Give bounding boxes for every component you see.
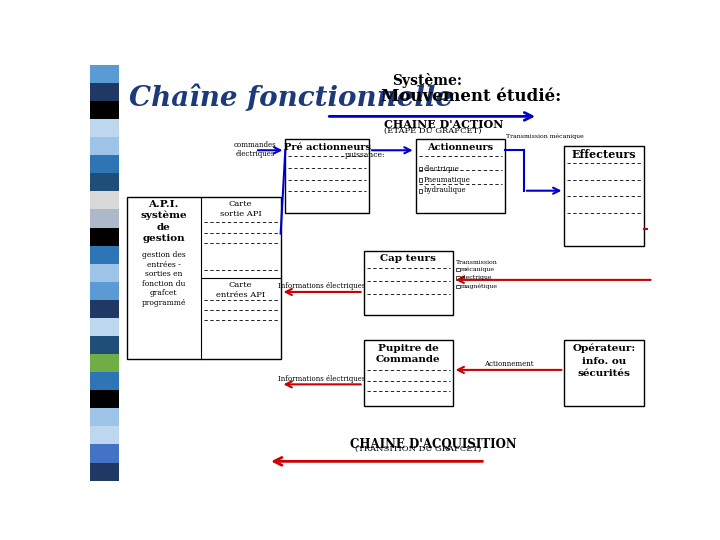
Text: électrique: électrique bbox=[424, 165, 460, 173]
Text: Actionnement: Actionnement bbox=[484, 360, 534, 368]
Text: (TRANSITION DU GRAFCET): (TRANSITION DU GRAFCET) bbox=[355, 445, 481, 453]
Bar bbox=[90, 155, 120, 173]
Text: gestion des
entrées -
sorties en
fonction du
grafcet
programmé: gestion des entrées - sorties en fonctio… bbox=[141, 251, 186, 307]
Bar bbox=[415, 139, 505, 213]
Text: Informations électriques: Informations électriques bbox=[279, 282, 366, 291]
Text: Transmission: Transmission bbox=[456, 260, 498, 266]
Text: puissance:: puissance: bbox=[345, 151, 385, 159]
Text: A.P.I.: A.P.I. bbox=[148, 200, 179, 210]
Bar bbox=[285, 139, 369, 213]
Text: système
de
gestion: système de gestion bbox=[140, 211, 187, 244]
Text: électrique: électrique bbox=[462, 275, 492, 280]
Text: (ETAPE DU GRAFCET): (ETAPE DU GRAFCET) bbox=[384, 126, 482, 134]
Text: magnétique: magnétique bbox=[462, 284, 498, 289]
Text: Opérateur:
info. ou
sécurités: Opérateur: info. ou sécurités bbox=[572, 343, 636, 378]
Bar bbox=[364, 340, 453, 406]
Bar bbox=[90, 463, 120, 481]
Text: Chaîne fonctionnelle: Chaîne fonctionnelle bbox=[129, 84, 453, 112]
Bar bbox=[418, 167, 423, 171]
Bar bbox=[564, 340, 644, 406]
Text: Actionneurs: Actionneurs bbox=[427, 143, 493, 152]
Bar bbox=[90, 300, 120, 318]
Text: Carte
sortie API: Carte sortie API bbox=[220, 200, 261, 218]
Text: Système:: Système: bbox=[392, 72, 462, 87]
Text: CHAINE D'ACTION: CHAINE D'ACTION bbox=[384, 119, 504, 131]
Bar bbox=[418, 178, 423, 182]
Text: mécanique: mécanique bbox=[462, 266, 495, 272]
Text: Mouvement étudié:: Mouvement étudié: bbox=[381, 88, 561, 105]
Text: Informations électriques: Informations électriques bbox=[279, 375, 366, 383]
Bar bbox=[90, 65, 120, 83]
Text: Carte
entrées API: Carte entrées API bbox=[216, 281, 266, 299]
Bar bbox=[90, 427, 120, 444]
Bar bbox=[90, 264, 120, 282]
Bar bbox=[364, 251, 453, 315]
Bar bbox=[90, 101, 120, 119]
Bar bbox=[90, 318, 120, 336]
Bar bbox=[90, 119, 120, 137]
Bar bbox=[90, 210, 120, 227]
Text: commandes
électriques: commandes électriques bbox=[234, 141, 276, 158]
Bar bbox=[90, 408, 120, 427]
Bar bbox=[90, 336, 120, 354]
Bar bbox=[90, 282, 120, 300]
Text: Pneumatique: Pneumatique bbox=[424, 176, 471, 184]
Text: Effecteurs: Effecteurs bbox=[572, 148, 636, 160]
Bar bbox=[456, 268, 459, 272]
Text: Cap teurs: Cap teurs bbox=[380, 254, 436, 263]
Bar bbox=[90, 191, 120, 210]
Text: CHAINE D'ACQUISITION: CHAINE D'ACQUISITION bbox=[350, 438, 516, 451]
Text: Transmission mécanique: Transmission mécanique bbox=[506, 133, 584, 139]
Bar bbox=[90, 372, 120, 390]
Bar bbox=[90, 173, 120, 191]
Text: Pupitre de
Commande: Pupitre de Commande bbox=[376, 343, 441, 364]
Text: hydraulique: hydraulique bbox=[424, 186, 467, 194]
Text: Pré actionneurs: Pré actionneurs bbox=[284, 143, 371, 152]
Bar bbox=[90, 246, 120, 264]
Bar bbox=[456, 285, 459, 288]
Bar bbox=[90, 83, 120, 101]
Bar bbox=[418, 189, 423, 193]
Bar bbox=[90, 390, 120, 408]
Bar bbox=[90, 137, 120, 155]
Bar bbox=[564, 146, 644, 246]
Bar bbox=[456, 276, 459, 280]
Bar bbox=[90, 444, 120, 463]
Bar bbox=[90, 227, 120, 246]
Bar bbox=[90, 354, 120, 372]
Bar bbox=[127, 197, 281, 359]
